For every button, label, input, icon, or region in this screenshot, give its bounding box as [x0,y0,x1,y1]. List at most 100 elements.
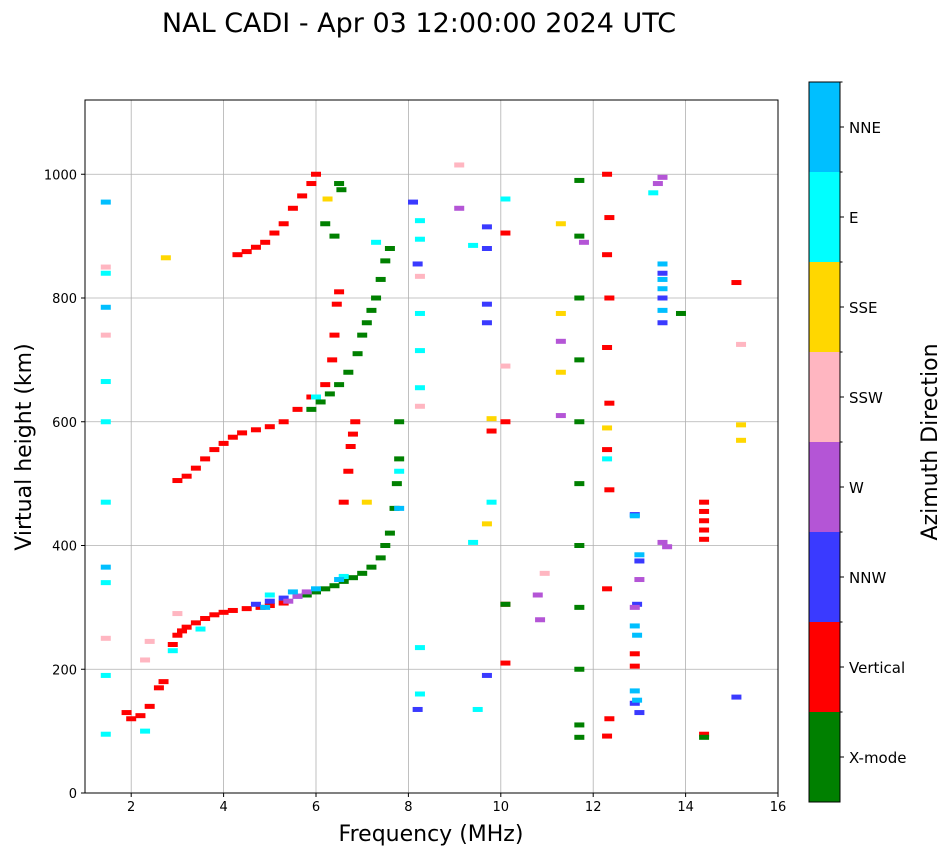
echo-point-x-mode [380,543,391,548]
y-axis-ticks: 0 200 400 600 800 1000 [44,168,85,802]
echo-point-x-mode [574,481,585,487]
echo-point-x-mode [394,456,405,462]
echo-point-e [100,419,111,425]
echo-point-x-mode [675,310,686,316]
echo-point-e [100,499,111,505]
echo-point-e [100,672,111,678]
echo-point-ssw [100,332,111,338]
echo-point-w [301,589,312,595]
echo-point-x-mode [357,570,368,576]
echo-point-x-mode [699,734,710,740]
echo-point-sse [736,437,747,443]
echo-point-vertical [126,716,137,722]
echo-point-x-mode [375,555,386,561]
echo-point-vertical [306,181,317,187]
colorbar-label: Azimuth Direction [918,343,943,540]
echo-point-vertical [311,171,321,177]
echo-point-vertical [292,406,303,412]
echo-point-nnw [632,601,643,607]
echo-point-nnw [412,261,423,267]
echo-point-e [486,499,497,505]
echo-point-nnw [629,700,640,706]
echo-point-vertical [320,382,331,388]
echo-point-ssw [100,635,111,641]
echo-point-vertical [486,428,497,434]
echo-point-vertical [250,244,261,250]
echo-point-ssw [454,162,465,168]
echo-point-vertical [144,703,155,709]
echo-point-vertical [232,252,243,258]
echo-point-x-mode [301,592,312,598]
echo-point-vertical [250,427,261,433]
echo-point-vertical [177,628,188,634]
echo-point-vertical [699,499,710,505]
echo-point-vertical [158,679,169,685]
echo-point-e [100,580,111,586]
echo-point-ssw [500,363,511,369]
echo-point-sse [555,221,566,227]
echo-point-e [414,218,425,224]
colorbar-entry-label: Vertical [849,659,905,677]
echo-point-w [555,338,566,344]
echo-point-e [264,592,275,598]
echo-point-nne [334,577,345,583]
echo-point-nne [634,552,645,558]
echo-point-x-mode [574,357,585,363]
echo-point-vertical [331,301,342,307]
echo-point-vertical [731,280,742,286]
y-tick-label: 200 [52,663,77,678]
echo-point-vertical [172,478,183,484]
echo-point-vertical [602,447,613,453]
x-tick-label: 12 [585,800,602,815]
echo-point-sse [322,196,333,202]
echo-point-x-mode [324,391,335,397]
echo-point-vertical [338,499,349,505]
echo-point-nnw [481,672,492,678]
echo-point-nne [657,307,668,313]
echo-point-nnw [634,558,645,564]
echo-point-x-mode [320,221,331,227]
echo-point-e [414,385,425,391]
echo-point-vertical [241,606,252,612]
echo-point-e [311,394,321,400]
echo-point-x-mode [574,233,585,239]
colorbar-segment [809,352,840,442]
colorbar-frame [808,81,841,803]
x-tick-label: 6 [312,800,320,815]
echo-point-ssw [140,657,151,663]
echo-point-vertical [190,620,201,626]
echo-point-vertical [190,465,201,471]
echo-point-x-mode [334,382,345,388]
echo-point-vertical [629,663,640,669]
echo-point-vertical [602,252,613,258]
colorbar-segment [809,712,840,802]
colorbar-entry-label: NNE [849,119,881,137]
echo-point-e [414,236,425,242]
echo-point-vertical [172,632,183,638]
echo-point-nnw [657,320,668,326]
y-tick-label: 600 [52,416,77,431]
echo-point-x-mode [315,399,326,405]
echo-point-nnw [250,601,261,607]
echo-point-vertical [343,468,354,474]
echo-point-ssw [144,638,155,644]
echo-point-x-mode [574,734,585,740]
x-tick-label: 8 [404,800,412,815]
echo-point-x-mode [574,604,585,610]
echo-point-nnw [634,710,645,716]
echo-point-nne [260,604,271,610]
echo-point-nne [657,286,668,292]
x-tick-label: 2 [127,800,135,815]
echo-point-nnw [657,295,668,301]
echo-point-x-mode [366,564,377,570]
echo-point-vertical [327,357,338,363]
echo-point-vertical [241,249,252,255]
echo-point-vertical [181,624,192,630]
echo-point-vertical [629,651,640,657]
echo-point-nne [629,623,640,629]
echo-point-vertical [604,487,615,493]
echo-point-vertical [699,508,710,514]
echo-point-e [468,539,479,545]
echo-point-nnw [278,595,289,601]
